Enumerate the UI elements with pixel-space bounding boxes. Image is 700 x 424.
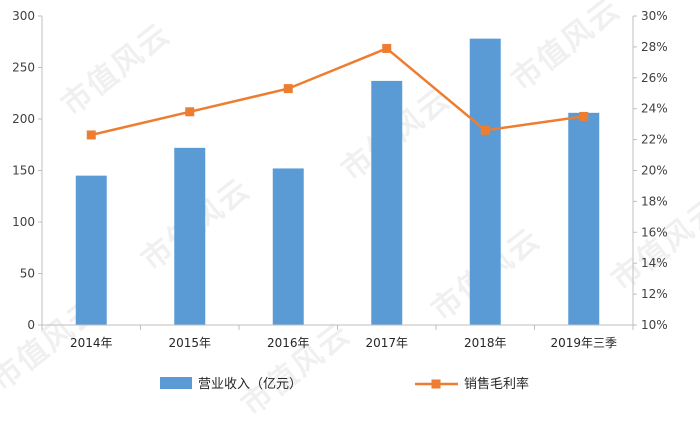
line-point bbox=[86, 130, 96, 140]
combo-chart: 0 50 100 150 200 250 300 10% 12% 14% 16% 18% 20% 22%… bbox=[12, 9, 668, 392]
right-tick-label: 20% bbox=[641, 164, 668, 178]
left-tick-label: 50 bbox=[20, 267, 35, 281]
bar-series bbox=[75, 38, 600, 325]
legend-line-label: 销售毛利率 bbox=[464, 376, 529, 392]
right-tick-label: 24% bbox=[641, 102, 668, 116]
bar bbox=[75, 175, 107, 325]
x-tick-label: 2017年 bbox=[365, 336, 408, 350]
left-tick-label: 200 bbox=[12, 112, 35, 126]
right-tick-label: 16% bbox=[641, 225, 668, 239]
line-path bbox=[90, 47, 584, 137]
left-tick-label: 0 bbox=[27, 318, 35, 332]
left-tick-label: 250 bbox=[12, 61, 35, 75]
legend-bar-swatch bbox=[160, 377, 192, 389]
left-y-axis: 0 50 100 150 200 250 300 bbox=[12, 9, 43, 332]
line-point bbox=[480, 125, 490, 135]
legend-bar-label: 营业收入（亿元） bbox=[198, 377, 302, 392]
right-tick-label: 14% bbox=[641, 256, 668, 270]
x-tick-label: 2018年 bbox=[464, 336, 507, 350]
right-tick-label: 26% bbox=[641, 71, 668, 85]
bar bbox=[272, 168, 304, 325]
left-tick-label: 150 bbox=[12, 164, 35, 178]
right-tick-label: 30% bbox=[641, 9, 668, 23]
x-tick-label: 2016年 bbox=[267, 336, 310, 350]
x-tick-label: 2014年 bbox=[70, 336, 113, 350]
legend-line-marker bbox=[431, 379, 441, 389]
left-tick-label: 300 bbox=[12, 9, 35, 23]
x-tick-label: 2015年 bbox=[168, 336, 211, 350]
bar bbox=[174, 147, 206, 325]
line-point bbox=[382, 43, 392, 53]
line-point bbox=[283, 84, 293, 94]
right-y-axis: 10% 12% 14% 16% 18% 20% 22% 24% 26% 28% 30% bbox=[632, 9, 668, 332]
bar bbox=[469, 38, 501, 325]
bar bbox=[568, 112, 600, 325]
line-point bbox=[579, 111, 589, 121]
right-tick-label: 28% bbox=[641, 40, 668, 54]
bar bbox=[371, 80, 403, 325]
x-axis: 2014年 2015年 2016年 2017年 2018年 2019年三季 bbox=[41, 324, 634, 350]
right-tick-label: 22% bbox=[641, 133, 668, 147]
right-tick-label: 12% bbox=[641, 287, 668, 301]
legend: 营业收入（亿元） 销售毛利率 bbox=[160, 376, 529, 392]
left-tick-label: 100 bbox=[12, 215, 35, 229]
right-tick-label: 18% bbox=[641, 194, 668, 208]
right-tick-label: 10% bbox=[641, 318, 668, 332]
line-point bbox=[185, 107, 195, 117]
line-series bbox=[86, 43, 589, 140]
x-tick-label: 2019年三季 bbox=[550, 336, 617, 350]
